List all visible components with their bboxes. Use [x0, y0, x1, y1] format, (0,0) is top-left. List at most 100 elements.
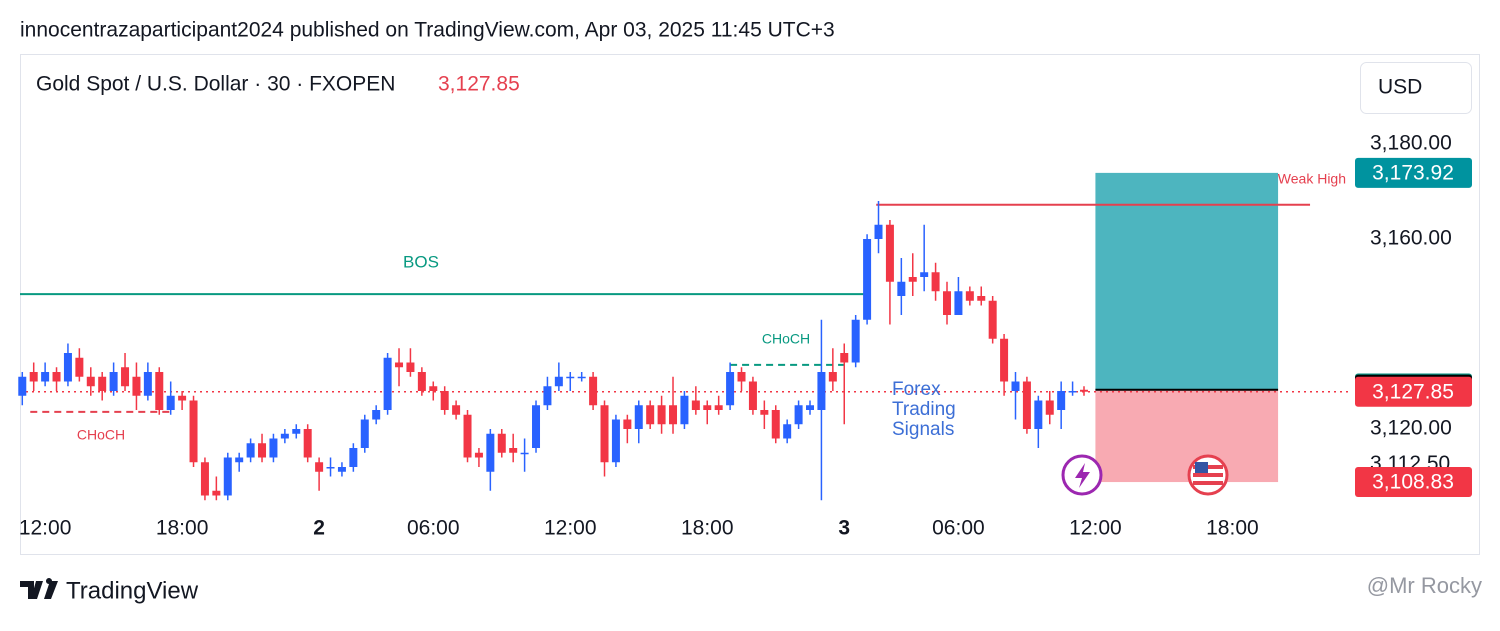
candle-body [1000, 338, 1009, 382]
candle-body [18, 376, 27, 396]
x-tick-label: 12:00 [19, 517, 72, 540]
watermark: @Mr Rocky [1367, 573, 1482, 598]
candle-body [258, 443, 267, 458]
price-tag-label: 3,108.83 [1372, 471, 1454, 494]
candle-body [771, 410, 780, 439]
candle-body [954, 291, 963, 315]
candle-body [977, 296, 986, 301]
candle-body [623, 419, 632, 429]
candle-body [714, 405, 723, 410]
candle-body [566, 376, 575, 379]
price-tag [1355, 157, 1472, 188]
price-tag [1355, 376, 1472, 407]
candle-body [486, 433, 495, 472]
candle-body [726, 372, 735, 406]
candle-body [908, 277, 917, 282]
candle-body [143, 372, 152, 396]
candle-body [874, 224, 883, 239]
candle-body [440, 391, 449, 410]
candle-body [532, 405, 541, 448]
candle-body [292, 429, 301, 434]
candle-body [326, 467, 335, 469]
candle-body [554, 376, 563, 387]
candle-body [1057, 391, 1066, 410]
candle-body [851, 319, 860, 363]
candle-body [360, 419, 369, 448]
candle-body [965, 291, 974, 301]
currency[interactable]: USD [1378, 76, 1422, 99]
candle-body [806, 405, 815, 410]
candle-body [280, 433, 289, 439]
x-tick-label: 18:00 [156, 517, 209, 540]
candle-body [155, 372, 164, 410]
candle-body [246, 443, 255, 458]
candle-body [703, 405, 712, 410]
candle-body [429, 386, 438, 391]
candle-body [235, 457, 244, 463]
candle-body [269, 438, 278, 458]
candle-body [783, 424, 792, 439]
price-tag-label: 3,173.92 [1372, 161, 1454, 184]
candle-body [463, 414, 472, 458]
candle-body [520, 452, 529, 455]
candle-body [452, 405, 461, 415]
us-flag-icon [1187, 454, 1229, 496]
candle-body [29, 372, 38, 382]
note-text: Forex [892, 379, 941, 400]
note-text: Signals [892, 419, 954, 440]
candle-body [589, 376, 598, 406]
candle-body [988, 300, 997, 339]
symbol-title: Gold Spot / U.S. Dollar · 30 · FXOPEN [36, 73, 395, 96]
candle-body [1068, 391, 1077, 393]
candle-body [634, 405, 643, 429]
candle-body [121, 367, 130, 387]
candle-body [1045, 400, 1054, 415]
candle-body [817, 372, 826, 410]
candle-body [200, 462, 209, 496]
annotation-label: CHoCH [762, 331, 810, 347]
candle-body [132, 376, 141, 396]
y-tick-label: 3,160.00 [1370, 227, 1452, 250]
annotation-label: CHoCH [77, 427, 125, 443]
candle-body [52, 372, 61, 382]
candle-body [372, 410, 381, 420]
candle-body [611, 419, 620, 463]
candle-body [1022, 381, 1031, 429]
candle-body [748, 381, 757, 410]
candle-body [98, 376, 107, 391]
lightning-icon [1061, 454, 1103, 496]
candle-body [109, 372, 118, 391]
candle-body [1034, 400, 1043, 429]
x-tick-label: 06:00 [932, 517, 985, 540]
candle-body [600, 405, 609, 463]
currency-button[interactable] [1360, 62, 1472, 114]
y-tick-label: 3,180.00 [1370, 132, 1452, 155]
annotation-label: Weak High [1278, 171, 1346, 187]
candle-body [63, 353, 72, 382]
candle-body [303, 429, 312, 458]
candle-body [760, 410, 769, 415]
candle-body [657, 405, 666, 425]
tradingview-logo [20, 578, 58, 599]
candle-body [383, 357, 392, 410]
candle-body [840, 353, 849, 363]
x-tick-label: 12:00 [544, 517, 597, 540]
candle-body [931, 272, 940, 292]
price-tag [1355, 467, 1472, 498]
candle-body [315, 462, 324, 472]
candle-body [509, 448, 518, 453]
candle-body [417, 372, 426, 391]
note-text: Trading [892, 399, 956, 420]
price-tag-label: 3,127.85 [1372, 380, 1454, 403]
candle-body [189, 400, 198, 463]
x-tick-label: 3 [838, 517, 850, 540]
header: innocentrazaparticipant2024 published on… [20, 19, 835, 42]
candle-body [943, 291, 952, 315]
candle-body [920, 272, 929, 277]
x-tick-label: 18:00 [1206, 517, 1259, 540]
candle-body [166, 395, 175, 410]
candle-body [828, 372, 837, 382]
candle-body [543, 386, 552, 406]
candle-body [75, 357, 84, 377]
